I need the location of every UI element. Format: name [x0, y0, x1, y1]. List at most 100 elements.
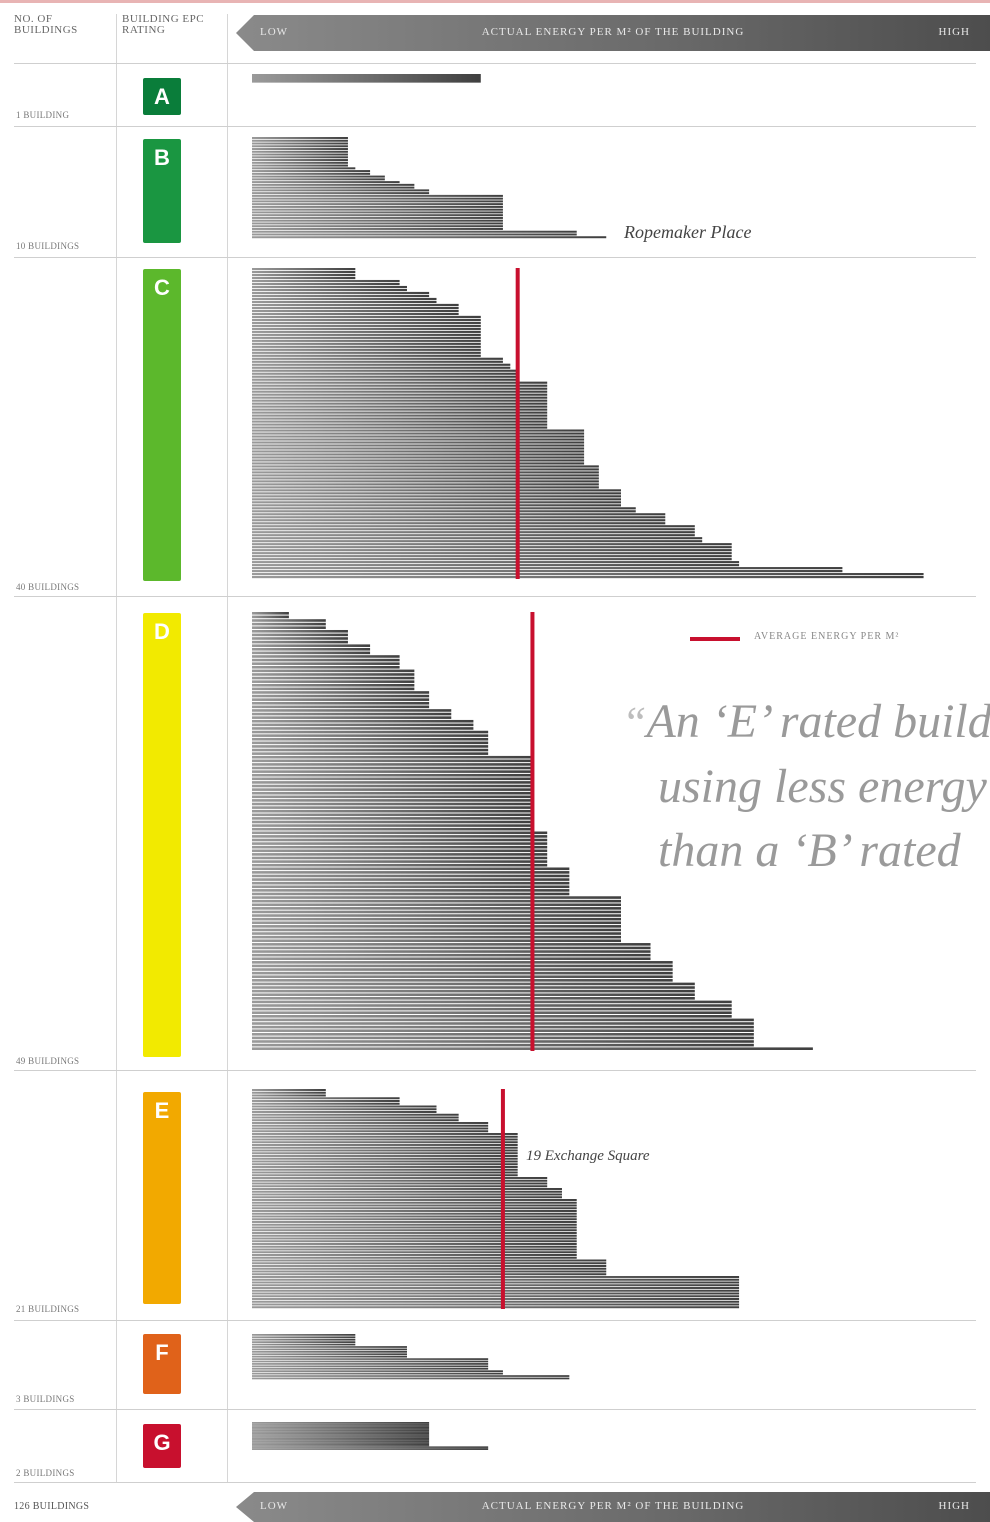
energy-bar-b — [252, 172, 371, 175]
energy-bar-c — [252, 528, 695, 531]
energy-bar-d — [252, 928, 621, 932]
energy-bar-e — [252, 1182, 548, 1185]
energy-bar-f — [252, 1375, 570, 1377]
energy-bar-c — [252, 441, 585, 444]
energy-bar-e — [252, 1289, 740, 1292]
energy-bar-c — [252, 531, 695, 534]
energy-bar-g — [252, 1422, 430, 1424]
energy-bar-c — [252, 312, 459, 316]
energy-bar-d — [252, 903, 621, 907]
energy-bar-c — [252, 402, 548, 405]
energy-bar-e — [252, 1298, 740, 1300]
energy-bar-e — [252, 1105, 437, 1108]
energy-bar-d — [252, 773, 533, 777]
energy-bar-b — [252, 137, 348, 139]
energy-bar-e — [252, 1278, 740, 1281]
energy-bar-g — [252, 1423, 430, 1425]
energy-bar-c — [252, 360, 503, 363]
epc-badge-a: A — [143, 78, 181, 115]
energy-bar-d — [252, 824, 533, 827]
total-buildings-label: 126 BUILDINGS — [14, 1501, 90, 1512]
energy-bar-d — [252, 1043, 754, 1047]
energy-bar-d — [252, 845, 548, 849]
energy-bar-c — [252, 303, 459, 307]
energy-bar-g — [252, 1426, 430, 1429]
energy-bar-c — [252, 450, 585, 453]
energy-bar-d — [252, 1004, 732, 1007]
energy-bar-d — [252, 748, 489, 752]
energy-bar-f — [252, 1363, 489, 1365]
energy-bar-c — [252, 396, 548, 399]
average-line-e — [500, 1089, 505, 1309]
energy-bar-d — [252, 763, 533, 766]
energy-bar-d — [252, 1036, 754, 1040]
energy-bar-e — [252, 1138, 518, 1141]
energy-bar-d — [252, 745, 489, 748]
energy-bar-e — [252, 1149, 518, 1152]
energy-bar-c — [252, 387, 548, 390]
energy-bar-c — [252, 453, 585, 456]
energy-bar-b — [252, 148, 348, 151]
energy-bar-g — [252, 1448, 489, 1450]
energy-bar-e — [252, 1295, 740, 1298]
energy-bar-c — [252, 552, 732, 555]
energy-bar-c — [252, 318, 481, 321]
energy-bar-d — [252, 712, 452, 716]
energy-bar-e — [252, 1226, 577, 1229]
energy-bar-b — [252, 197, 503, 200]
energy-bar-c — [252, 333, 481, 336]
epc-letter-g: G — [153, 1430, 171, 1455]
energy-bar-g — [252, 1435, 430, 1437]
energy-bar-e — [252, 1166, 518, 1168]
energy-bar-d — [252, 989, 695, 993]
energy-bar-c — [252, 408, 548, 411]
energy-bar-d — [252, 950, 651, 953]
energy-bar-d — [252, 640, 348, 644]
average-legend-swatch — [690, 637, 740, 641]
energy-bar-e — [252, 1155, 518, 1157]
energy-bar-c — [252, 393, 548, 396]
pull-quote-line-1: “An ‘E’ rated building — [622, 690, 990, 755]
energy-bar-c — [252, 429, 585, 432]
energy-bar-e — [252, 1306, 740, 1309]
energy-bar-g — [252, 1436, 430, 1438]
energy-axis-bottom: LOW ACTUAL ENERGY PER M² OF THE BUILDING… — [236, 1492, 990, 1522]
energy-bar-d — [252, 647, 371, 651]
energy-bar-c — [252, 381, 548, 384]
energy-bar-e — [252, 1232, 577, 1234]
energy-bar-d — [252, 701, 430, 705]
count-label-d: 49 BUILDINGS — [16, 1056, 80, 1066]
energy-bar-c — [252, 297, 437, 301]
energy-bar-e — [252, 1094, 326, 1097]
energy-bar-e — [252, 1141, 518, 1144]
energy-bar-d — [252, 892, 570, 896]
energy-bar-f — [252, 1355, 407, 1358]
energy-bar-d — [252, 860, 548, 863]
energy-bar-e — [252, 1188, 562, 1190]
energy-bar-c — [252, 546, 732, 549]
energy-bar-e — [252, 1119, 459, 1122]
energy-bar-d — [252, 986, 695, 989]
energy-bar-c — [252, 543, 732, 546]
energy-bar-e — [252, 1284, 740, 1287]
energy-bar-g — [252, 1431, 430, 1433]
energy-bar-e — [252, 1254, 577, 1256]
energy-bar-b — [252, 192, 430, 195]
energy-bar-d — [252, 997, 695, 1000]
energy-bar-c — [252, 480, 599, 483]
energy-bar-e — [252, 1163, 518, 1166]
energy-bar-d — [252, 1022, 754, 1025]
energy-bar-d — [252, 813, 533, 817]
energy-bar-d — [252, 849, 548, 853]
energy-bar-d — [252, 1033, 754, 1036]
energy-bar-d — [252, 791, 533, 795]
energy-bar-d — [252, 673, 415, 676]
energy-bar-c — [252, 459, 585, 462]
energy-bar-c — [252, 495, 621, 498]
energy-bar-f — [252, 1365, 489, 1368]
energy-bar-d — [252, 719, 474, 723]
energy-bar-c — [252, 282, 400, 286]
energy-bar-d — [252, 1000, 732, 1004]
energy-bar-c — [252, 414, 548, 417]
energy-bar-d — [252, 723, 474, 727]
